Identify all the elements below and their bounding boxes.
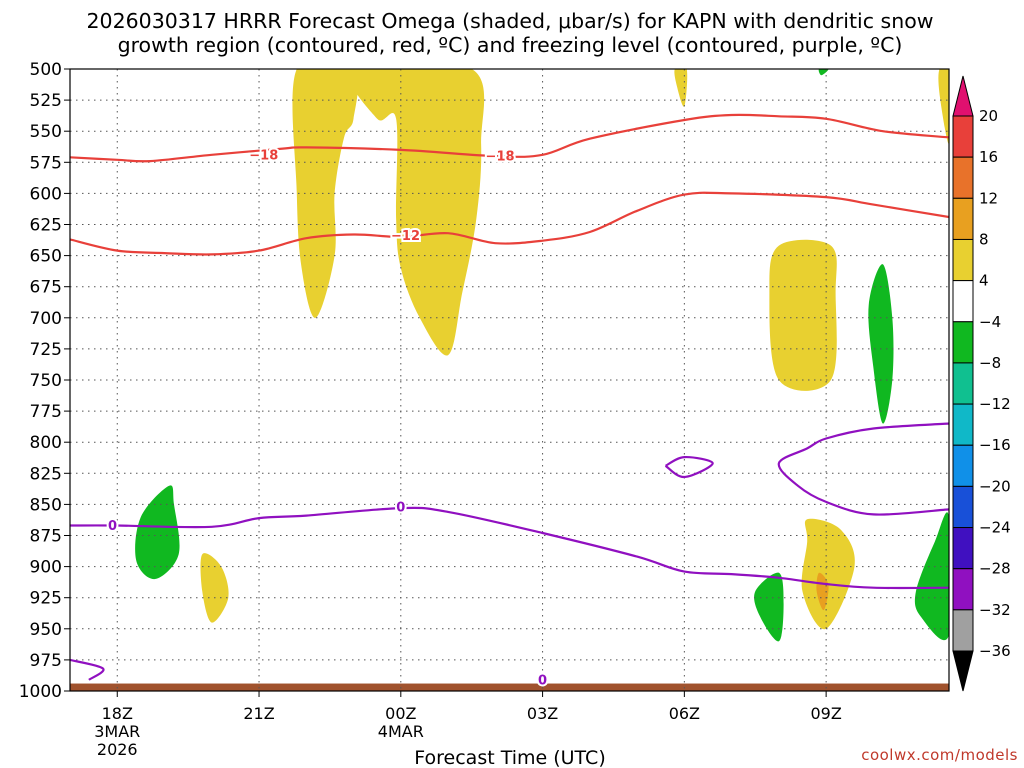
x-tick-label-03Z: 03Z — [527, 704, 558, 723]
chart-title-line-2: growth region (contoured, red, ºC) and f… — [118, 33, 903, 57]
y-tick-label-600: 600 — [30, 184, 62, 204]
omega-negative-4-8 — [868, 264, 894, 424]
omega-positive-4-8 — [674, 69, 688, 107]
isotherm-minus-18-label-1: −18 — [486, 150, 515, 165]
omega-shading-layer — [135, 69, 949, 642]
y-tick-label-950: 950 — [30, 620, 62, 640]
freezing-level-0-upper-line — [777, 422, 949, 516]
y-tick-label-575: 575 — [30, 153, 62, 173]
freezing-level-0-label-0: 0 — [108, 519, 117, 534]
y-tick-label-675: 675 — [30, 278, 62, 298]
colorbar-label-5: −4 — [979, 313, 1001, 331]
omega-negative-4-8 — [818, 69, 829, 76]
isotherm-minus-12-label-0: −12 — [391, 229, 420, 244]
y-tick-label-800: 800 — [30, 433, 62, 453]
omega-positive-4-8 — [292, 69, 359, 318]
colorbar-label-0: 20 — [979, 107, 998, 125]
omega-positive-4-8 — [200, 553, 229, 623]
x-tick-label-21Z: 21Z — [243, 704, 274, 723]
omega-positive-4-8 — [801, 518, 855, 630]
colorbar-label-3: 8 — [979, 230, 989, 248]
colorbar-swatch-10 — [952, 485, 974, 529]
y-axis-pressure-levels: 500 525 550 575 600 625 650 675 700 725 750 775 800 8… — [19, 60, 70, 702]
y-tick-label-825: 825 — [30, 464, 62, 484]
x-axis-label: Forecast Time (UTC) — [414, 747, 605, 768]
y-tick-label-725: 725 — [30, 340, 62, 360]
omega-negative-4-8 — [135, 485, 180, 580]
colorbar-label-10: −24 — [979, 519, 1011, 537]
x-tick-label-06Z: 06Z — [669, 704, 700, 723]
colorbar-label-7: −12 — [979, 395, 1011, 413]
freezing-level-0-label-1: 0 — [396, 500, 405, 515]
credit-text: coolwx.com/models — [861, 746, 1018, 764]
x-tick-year-18Z: 2026 — [97, 740, 138, 759]
ground-surface — [70, 683, 949, 691]
colorbar: 20 16 12 8 4 −4 −8 −12 −16 −20 −24 −28 −32 −36 — [952, 75, 1011, 692]
colorbar-swatch-13 — [952, 609, 974, 652]
y-tick-label-700: 700 — [30, 309, 62, 329]
colorbar-swatch-12 — [952, 568, 974, 611]
contour-layer: −18 −18 −12 0 0 0 — [70, 113, 949, 690]
freezing-level-0-near-surface-line — [70, 658, 105, 681]
omega-negative-4-8 — [914, 512, 949, 641]
x-tick-date-00Z: 4MAR — [378, 722, 424, 741]
colorbar-label-9: −20 — [979, 477, 1011, 495]
y-tick-label-925: 925 — [30, 589, 62, 609]
y-tick-label-775: 775 — [30, 402, 62, 422]
y-tick-label-850: 850 — [30, 495, 62, 515]
y-tick-label-550: 550 — [30, 122, 62, 142]
colorbar-swatch-9 — [952, 444, 974, 487]
freezing-level-0-near-surface-label-0: 0 — [538, 673, 547, 688]
colorbar-swatch-2 — [952, 156, 974, 199]
omega-negative-4-8 — [754, 572, 784, 642]
y-tick-label-625: 625 — [30, 216, 62, 236]
y-tick-label-525: 525 — [30, 91, 62, 111]
colorbar-top-arrow — [952, 75, 974, 117]
y-tick-label-1000: 1000 — [19, 682, 62, 702]
colorbar-swatch-6 — [952, 321, 974, 364]
colorbar-swatch-8 — [952, 403, 974, 446]
colorbar-label-4: 4 — [979, 272, 989, 290]
colorbar-label-13: −36 — [979, 642, 1011, 660]
freezing-level-0-line — [70, 506, 949, 590]
omega-positive-8-12 — [816, 572, 829, 611]
freezing-level-0-loop-line — [664, 455, 714, 479]
omega-positive-4-8 — [938, 69, 949, 144]
x-tick-date-18Z: 3MAR — [94, 722, 140, 741]
colorbar-swatch-5 — [952, 280, 974, 323]
omega-positive-4-8 — [349, 69, 485, 356]
colorbar-label-1: 16 — [979, 148, 998, 166]
isotherm-minus-18-label-0: −18 — [249, 148, 278, 163]
colorbar-swatch-4 — [952, 238, 974, 282]
colorbar-swatch-3 — [952, 197, 974, 240]
colorbar-bottom-arrow — [952, 650, 974, 692]
colorbar-label-8: −16 — [979, 436, 1011, 454]
y-tick-label-650: 650 — [30, 247, 62, 267]
colorbar-label-11: −28 — [979, 560, 1011, 578]
colorbar-swatch-11 — [952, 527, 974, 570]
y-tick-label-875: 875 — [30, 527, 62, 547]
isotherm-minus-18-line — [70, 113, 949, 163]
colorbar-label-6: −8 — [979, 354, 1001, 372]
colorbar-label-12: −32 — [979, 601, 1011, 619]
y-tick-label-975: 975 — [30, 651, 62, 671]
chart-title-line-1: 2026030317 HRRR Forecast Omega (shaded, … — [86, 9, 933, 33]
y-tick-label-900: 900 — [30, 558, 62, 578]
x-tick-label-09Z: 09Z — [810, 704, 841, 723]
terrain-layer — [70, 683, 949, 691]
x-tick-label-18Z: 18Z — [102, 704, 133, 723]
colorbar-swatch-7 — [952, 362, 974, 405]
isotherm-minus-12-line — [70, 191, 949, 256]
colorbar-swatch-1 — [952, 115, 974, 158]
omega-positive-4-8 — [769, 239, 837, 391]
colorbar-label-2: 12 — [979, 189, 998, 207]
y-tick-label-500: 500 — [30, 60, 62, 80]
y-tick-label-750: 750 — [30, 371, 62, 391]
x-tick-label-00Z: 00Z — [385, 704, 416, 723]
